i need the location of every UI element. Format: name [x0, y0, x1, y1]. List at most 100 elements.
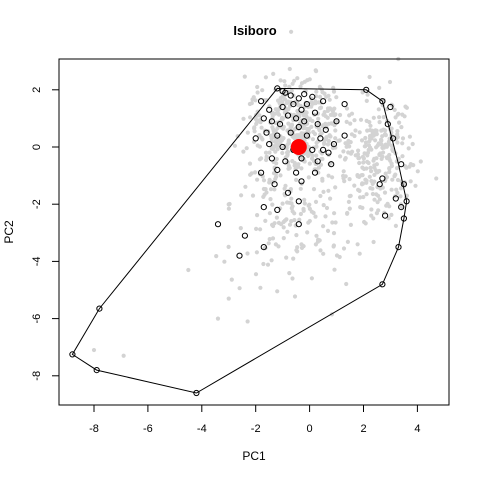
background-point [267, 177, 272, 182]
background-point [254, 250, 259, 255]
background-point [292, 163, 297, 168]
background-point [294, 233, 299, 238]
background-point [260, 137, 265, 142]
background-point [361, 156, 366, 161]
background-point [380, 134, 385, 139]
background-point [261, 186, 266, 192]
selected-point [241, 232, 248, 239]
background-point [263, 75, 268, 80]
background-point [226, 244, 231, 249]
background-point [359, 138, 365, 143]
background-point [285, 229, 290, 234]
background-point [255, 213, 260, 218]
background-point [286, 121, 291, 126]
background-point [395, 140, 400, 145]
background-point [287, 222, 293, 227]
background-point [314, 153, 319, 158]
selected-point [333, 118, 340, 125]
background-point [238, 226, 243, 231]
background-point [272, 165, 277, 170]
background-point [255, 109, 260, 114]
background-point [302, 79, 307, 84]
background-point [229, 277, 234, 282]
background-point [336, 138, 341, 143]
background-point [434, 176, 439, 181]
background-point [321, 251, 326, 256]
background-point [252, 125, 257, 130]
background-point [368, 123, 373, 128]
selected-point [276, 121, 284, 128]
background-point [266, 241, 271, 246]
background-point [389, 163, 394, 169]
background-point [226, 206, 231, 211]
selected-point [93, 367, 100, 374]
background-point [281, 225, 286, 230]
background-point [332, 113, 337, 118]
background-point [363, 140, 368, 145]
background-point [247, 161, 253, 166]
background-point [291, 132, 296, 137]
background-point [398, 186, 404, 191]
background-point [264, 154, 269, 159]
background-point [368, 186, 373, 191]
x-tick-label: -4 [197, 423, 207, 435]
background-point [326, 93, 331, 98]
selected-point [260, 244, 267, 251]
background-point [347, 177, 352, 182]
background-point [289, 123, 294, 128]
background-point [374, 170, 379, 175]
background-point [410, 141, 415, 147]
background-point [323, 214, 328, 219]
background-point [309, 276, 314, 281]
background-point [293, 223, 298, 228]
background-point [258, 227, 263, 232]
selected-point [258, 169, 265, 176]
background-point [382, 190, 388, 195]
background-point [369, 213, 374, 218]
background-point [257, 133, 262, 138]
background-point [395, 177, 401, 183]
background-point [385, 201, 390, 206]
background-point [239, 193, 244, 198]
selected-point [379, 98, 386, 105]
background-point [289, 219, 294, 224]
background-point [363, 177, 368, 182]
background-point [397, 120, 402, 125]
selected-point [392, 195, 399, 202]
background-point [285, 150, 290, 155]
background-point [259, 125, 264, 130]
background-point [363, 135, 368, 141]
selected-point [400, 181, 407, 188]
background-point [326, 121, 331, 126]
background-point [331, 89, 337, 94]
background-point [332, 267, 337, 272]
background-point [392, 107, 397, 112]
background-point [395, 190, 400, 195]
background-point [289, 201, 294, 206]
selected-point [395, 244, 402, 251]
background-point [363, 144, 368, 149]
background-point [352, 118, 357, 123]
background-point [347, 194, 352, 199]
selected-point [311, 109, 319, 116]
background-point [278, 173, 283, 178]
background-point [306, 144, 311, 150]
background-point [270, 236, 276, 241]
background-point [268, 187, 274, 192]
background-point [278, 96, 283, 101]
background-point [334, 95, 339, 100]
background-point [382, 178, 388, 184]
background-point [267, 237, 272, 242]
background-point [360, 165, 365, 170]
selected-point [341, 132, 348, 139]
background-point [307, 161, 312, 166]
background-point [316, 116, 321, 121]
background-point [282, 79, 287, 84]
background-point [317, 238, 322, 243]
background-point [245, 319, 250, 324]
selected-point [260, 115, 267, 122]
background-point [318, 248, 323, 253]
background-point [243, 184, 248, 189]
background-point [376, 208, 381, 213]
x-tick-label: -6 [143, 423, 153, 435]
